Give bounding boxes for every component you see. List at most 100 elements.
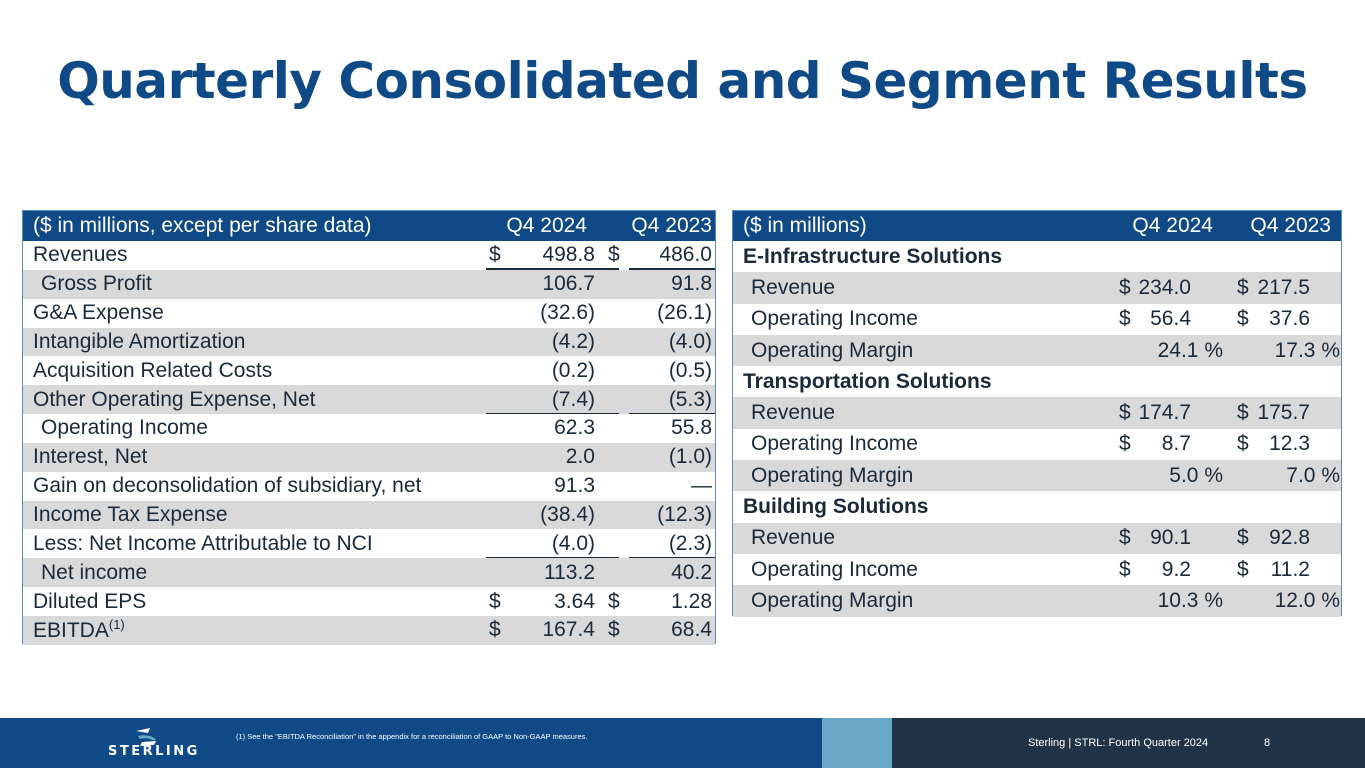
footer-logo-panel: STERLING [0,718,222,768]
segment-results-table: ($ in millions) Q4 2024 Q4 2023 E-Infras… [732,210,1342,617]
row-label: Operating Margin [751,338,914,362]
segment-heading: Building Solutions [733,491,1341,522]
currency-symbol: $ [1119,275,1131,299]
table-row: Operating Margin 24.1 % 17.3 % [733,334,1341,367]
table-row: Operating Margin 5.0 % 7.0 % [733,460,1341,492]
value-q4-2024: (4.0) [551,531,595,555]
value-q4-2024: 2.0 [565,445,595,469]
value-q4-2024: 9.2 [1161,557,1191,581]
row-label-text: Acquisition Related Costs [33,358,273,382]
row-label: Operating Income [23,416,208,440]
table-row: Gain on deconsolidation of subsidiary, n… [23,472,715,501]
row-label: Operating Income [751,307,918,331]
row-label: Interest, Net [23,445,147,469]
currency-symbol: $ [1119,307,1131,331]
value-q4-2023: (0.5) [668,358,712,382]
value-q4-2024: (0.2) [551,358,595,382]
row-label-text: Income Tax Expense [33,503,228,527]
total-underline [486,556,619,559]
table-row: Diluted EPS $3.64 $1.28 [23,587,715,616]
value-q4-2023: 37.6 [1269,307,1310,331]
currency-symbol: $ [489,589,501,613]
row-label-text: Diluted EPS [33,589,147,613]
value-q4-2023: 92.8 [1269,526,1310,550]
row-label-text: Interest, Net [33,445,148,469]
value-q4-2024: (7.4) [551,387,595,411]
value-q4-2023: 11.2 [1270,557,1310,581]
value-q4-2023: — [691,474,712,498]
table-row: EBITDA(1) $167.4 $68.4 [23,615,715,645]
currency-symbol: $ [608,589,620,613]
value-q4-2024: 3.64 [554,589,595,613]
row-label: Revenues [23,243,128,267]
header-col-q4-2023: Q4 2023 [631,214,712,237]
value-q4-2024: 167.4 [542,618,595,642]
row-label-text: Operating Income [41,416,208,440]
value-q4-2023: 68.4 [671,618,712,642]
row-label: EBITDA(1) [23,617,125,643]
logo-wordmark: STERLING [108,744,200,759]
table-row: Operating Income 62.3 55.8 [23,414,715,443]
value-q4-2023: 7.0 % [1286,463,1340,487]
segment-heading: Transportation Solutions [733,366,1341,397]
value-q4-2023: (4.0) [668,329,712,353]
header-col-q4-2024: Q4 2024 [1132,214,1213,237]
currency-symbol: $ [1237,401,1249,425]
currency-symbol: $ [1237,307,1249,331]
table-row: Intangible Amortization (4.2) (4.0) [23,327,715,357]
table-row: Interest, Net 2.0 (1.0) [23,442,715,472]
value-q4-2023: 12.3 [1269,432,1310,456]
row-label: Gain on deconsolidation of subsidiary, n… [23,474,421,498]
currency-symbol: $ [1119,557,1131,581]
total-underline [629,268,715,270]
value-q4-2023: 217.5 [1257,275,1310,299]
segment-name: E-Infrastructure Solutions [743,244,1003,268]
value-q4-2023: 17.3 % [1274,338,1340,362]
value-q4-2023: 40.2 [671,560,712,584]
value-q4-2024: 90.1 [1150,526,1191,550]
currency-symbol: $ [489,618,501,642]
value-q4-2024: 113.2 [544,560,595,584]
value-q4-2024: 234.0 [1138,275,1191,299]
row-label: Income Tax Expense [23,503,228,527]
table-row: Revenue $234.0 $217.5 [733,272,1341,304]
value-q4-2024: 10.3 % [1157,588,1223,612]
header-col-q4-2024: Q4 2024 [506,214,587,237]
footnote-marker: (1) [108,617,125,633]
row-label: Operating Margin [751,463,914,487]
row-label-text: Other Operating Expense, Net [33,387,316,411]
row-label: Revenue [751,275,836,299]
table-row: Gross Profit 106.7 91.8 [23,269,715,299]
currency-symbol: $ [489,243,501,267]
row-label: Net income [23,561,147,585]
currency-symbol: $ [1237,557,1249,581]
row-label-text: Revenues [33,243,128,267]
value-q4-2023: 486.0 [659,243,712,267]
total-underline [629,556,715,559]
value-q4-2024: 174.7 [1138,401,1191,425]
currency-symbol: $ [1237,432,1249,456]
currency-symbol: $ [608,618,620,642]
page-number: 8 [1264,737,1271,749]
value-q4-2023: (1.0) [668,445,712,469]
value-q4-2024: 24.1 % [1157,338,1223,362]
value-q4-2024: 91.3 [554,474,595,498]
table-row: Acquisition Related Costs (0.2) (0.5) [23,356,715,385]
table-row: G&A Expense (32.6) (26.1) [23,299,715,328]
table-row: Operating Income $8.7 $12.3 [733,429,1341,460]
table-row: Net income 113.2 40.2 [23,558,715,588]
value-q4-2023: 175.7 [1257,401,1310,425]
footer-accent [822,718,892,768]
footer-info: Sterling | STRL: Fourth Quarter 2024 [1028,737,1209,749]
total-underline [486,412,619,415]
table-row: Other Operating Expense, Net (7.4) (5.3) [23,385,715,415]
segment-name: Building Solutions [743,495,929,519]
value-q4-2023: 12.0 % [1274,588,1340,612]
value-q4-2023: 91.8 [671,272,712,296]
total-underline [629,412,715,415]
segment-heading: E-Infrastructure Solutions [733,241,1341,272]
table-row: Income Tax Expense (38.4) (12.3) [23,500,715,530]
sterling-logo-icon [136,728,156,746]
value-q4-2023: (5.3) [668,387,712,411]
segment-name: Transportation Solutions [743,369,992,393]
